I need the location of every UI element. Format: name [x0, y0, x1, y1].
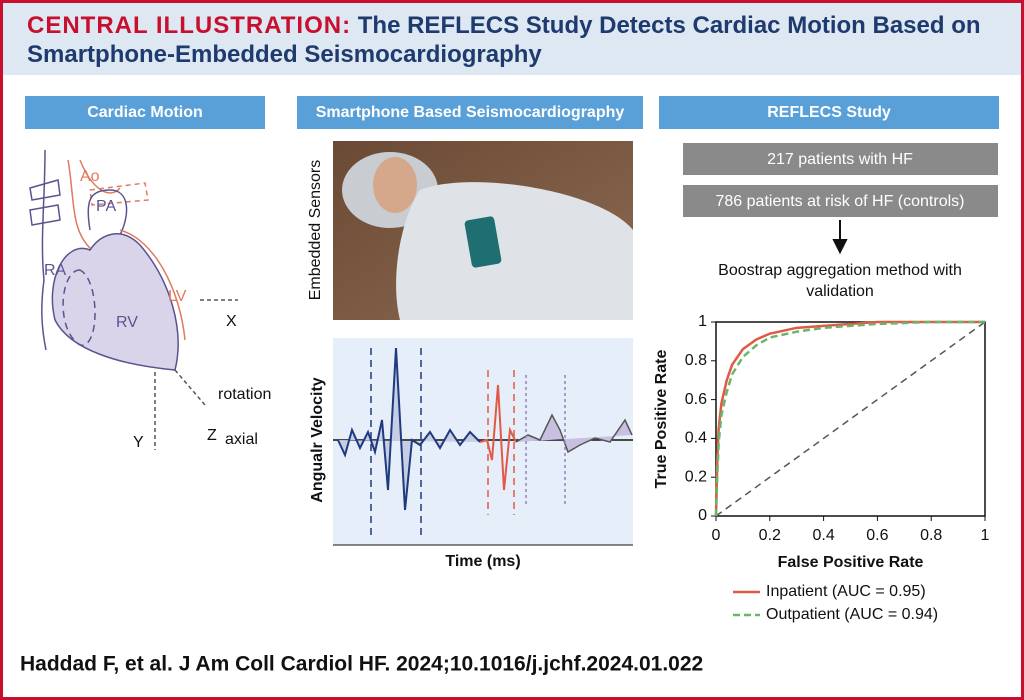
axis-label: rotation: [218, 386, 271, 403]
aorta: [67, 159, 93, 251]
x-tick-label: 0.4: [812, 527, 834, 544]
pulmonary-artery: [87, 189, 128, 236]
cohort-box: [683, 143, 998, 175]
y-tick-label: 0: [698, 507, 707, 524]
axis: [154, 299, 238, 450]
axis-label: Z: [207, 427, 217, 444]
right-ventricle: [51, 233, 179, 371]
roc-curve: [714, 320, 985, 517]
right-atrium: [62, 269, 96, 346]
heart-diagram: [29, 149, 238, 450]
arrow: [832, 220, 848, 255]
header-text: CENTRAL ILLUSTRATION: The REFLECS Study …: [27, 11, 987, 69]
panel-header: [297, 96, 643, 129]
vessel: [41, 149, 47, 351]
cohort-text: 786 patients at risk of HF (controls): [716, 193, 965, 210]
citation: Haddad F, et al. J Am Coll Cardiol HF. 2…: [20, 653, 703, 676]
y-tick-label: 0.8: [685, 352, 707, 369]
phone: [464, 216, 502, 268]
y-axis-label: Angualr Velocity: [309, 377, 326, 502]
panel-title: Cardiac Motion: [87, 104, 203, 121]
heart-label: PA: [96, 198, 116, 215]
legend-label: Inpatient (AUC = 0.95): [766, 583, 926, 600]
cohort-text: 217 patients with HF: [767, 151, 913, 168]
waveform: [479, 384, 517, 491]
panel-title: REFLECS Study: [767, 104, 891, 121]
heart-label: LV: [168, 288, 187, 305]
legend-label: Outpatient (AUC = 0.94): [766, 606, 938, 623]
y-tick-label: 0.4: [685, 430, 707, 447]
y-tick-label: 0.6: [685, 391, 707, 408]
heart-label: RA: [44, 262, 67, 279]
x-tick-label: 0.6: [866, 527, 888, 544]
heart-label: RV: [116, 314, 138, 331]
shirt: [396, 182, 633, 320]
cohort-box: [683, 185, 998, 217]
y-tick-label: 1: [698, 313, 707, 330]
panel-header: [25, 96, 265, 129]
axis-label: Y: [133, 434, 144, 451]
y-tick-label: 0.2: [685, 468, 707, 485]
x-tick-label: 0.8: [920, 527, 942, 544]
y-axis-label: True Positive Rate: [653, 350, 670, 489]
x-tick-label: 0: [712, 527, 721, 544]
roc-chart: 0 0.2 0.4 0.6 0.8 1 0 0.2 0.4 0.6 0.8 1 False Positi…: [653, 313, 989, 623]
image-label: Embedded Sensors: [307, 160, 324, 301]
method-text: Boostrap aggregation method with validat…: [718, 262, 962, 300]
axis-label: axial: [225, 431, 258, 448]
plot-frame: [715, 321, 986, 517]
axis-label: X: [226, 313, 237, 330]
left-ventricle: [119, 229, 186, 341]
header: CENTRAL ILLUSTRATION: The REFLECS Study …: [3, 3, 1021, 75]
markers: [370, 348, 566, 535]
panel-title: Smartphone Based Seismocardiography: [316, 104, 625, 121]
header-label: CENTRAL ILLUSTRATION:: [27, 12, 352, 39]
x-axis-label: Time (ms): [445, 553, 520, 570]
vessel: [29, 179, 61, 226]
roc-curve: [714, 320, 985, 517]
reference-line: [715, 321, 986, 517]
panel-header: [659, 96, 999, 129]
x-axis-label: False Positive Rate: [778, 554, 924, 571]
x-tick-label: 1: [981, 527, 990, 544]
waveform: [337, 347, 481, 511]
heart-label: Ao: [80, 168, 100, 185]
face: [373, 157, 417, 213]
aorta: [89, 182, 149, 206]
x-tick-label: 0.2: [759, 527, 781, 544]
header-title: The REFLECS Study Detects Cardiac Motion…: [27, 12, 981, 68]
waveform: [515, 413, 633, 454]
